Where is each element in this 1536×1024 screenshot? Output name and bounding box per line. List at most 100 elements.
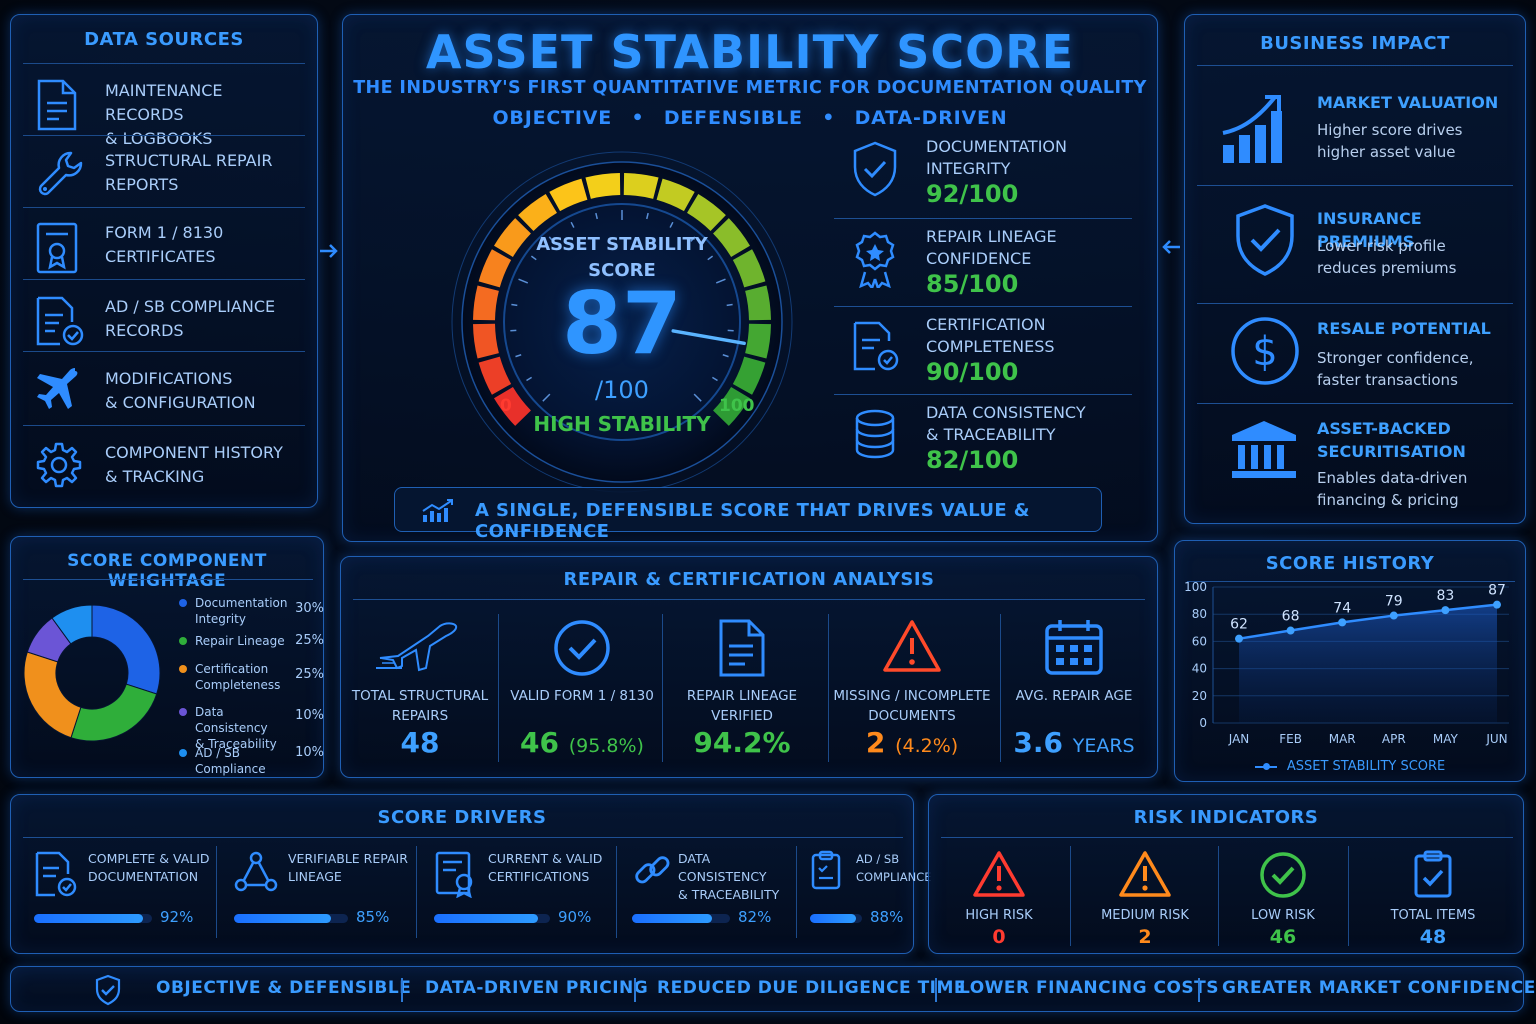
gauge-segment xyxy=(623,173,659,199)
analysis-value: 46 xyxy=(520,726,560,759)
footer-item: LOWER FINANCING COSTS xyxy=(959,978,1220,998)
data-point xyxy=(1389,611,1398,620)
legend-swatch xyxy=(179,599,187,607)
gauge-tick xyxy=(707,255,714,261)
analysis-title: REPAIR & CERTIFICATION ANALYSIS xyxy=(563,569,935,590)
gauge-segment xyxy=(713,218,750,257)
divider xyxy=(416,846,417,938)
divider xyxy=(216,846,217,938)
risk-medium: MEDIUM RISK 2 xyxy=(1080,846,1210,950)
weightage-panel: SCORE COMPONENT WEIGHTAGE Documentation I… xyxy=(10,536,324,778)
divider xyxy=(23,135,305,136)
divider xyxy=(23,279,305,280)
y-tick-label: 100 xyxy=(1184,581,1207,594)
certificate-icon xyxy=(35,221,79,275)
risk-value: 0 xyxy=(992,926,1006,948)
shield-check-icon xyxy=(1233,203,1297,279)
divider xyxy=(1187,581,1515,582)
data-source-label: COMPONENT HISTORY xyxy=(105,443,283,462)
data-label: 74 xyxy=(1333,600,1351,616)
weightage-title: SCORE COMPONENT WEIGHTAGE xyxy=(67,551,267,591)
data-label: 87 xyxy=(1488,583,1506,599)
driver-label: DOCUMENTATION xyxy=(88,869,199,884)
data-point xyxy=(1493,600,1501,609)
data-source-item[interactable]: STRUCTURAL REPAIR REPORTS xyxy=(23,135,305,207)
driver-progress-bar xyxy=(810,914,862,923)
gauge-tick xyxy=(693,393,702,402)
link-icon xyxy=(632,850,672,890)
data-source-item[interactable]: FORM 1 / 8130 CERTIFICATES xyxy=(23,207,305,279)
metric-label: REPAIR LINEAGE xyxy=(926,227,1057,246)
driver-label: & TRACEABILITY xyxy=(678,887,780,902)
x-tick-label: FEB xyxy=(1279,732,1302,746)
metric-label: DATA CONSISTENCY xyxy=(926,403,1086,422)
driver-pct: 88% xyxy=(870,908,904,926)
gauge-segment xyxy=(549,178,588,212)
gauge-segment xyxy=(656,178,695,212)
chart-legend: ASSET STABILITY SCORE xyxy=(1175,759,1525,774)
tag-data-driven: DATA-DRIVEN xyxy=(854,107,1008,129)
divider xyxy=(935,978,937,1002)
legend-label: Data Consistency xyxy=(195,705,268,735)
analysis-extra: (95.8%) xyxy=(568,735,644,757)
driver-label: COMPLETE & VALID xyxy=(88,851,210,866)
donut-slice xyxy=(23,651,82,739)
donut-slice xyxy=(70,683,158,742)
legend-label: AD / SB Compliance xyxy=(195,746,266,776)
divider xyxy=(498,614,499,762)
data-point xyxy=(1286,626,1295,635)
driver-progress-fill xyxy=(234,914,331,923)
divider xyxy=(828,614,829,762)
data-source-item[interactable]: COMPONENT HISTORY & TRACKING xyxy=(23,427,305,499)
gauge-min-tick: 0 xyxy=(500,396,512,416)
growth-chart-icon xyxy=(1219,89,1295,165)
divider xyxy=(834,394,1132,395)
certificate-doc-icon xyxy=(850,318,900,376)
legend-label: Completeness xyxy=(195,678,281,692)
analysis-label: DOCUMENTS xyxy=(868,708,956,724)
risk-indicators-title: RISK INDICATORS xyxy=(1133,807,1319,828)
data-source-label: MODIFICATIONS xyxy=(105,369,233,388)
score-history-title: SCORE HISTORY xyxy=(1265,553,1435,574)
divider xyxy=(1000,614,1001,762)
score-gauge: ASSET STABILITY SCORE 87 /100 HIGH STABI… xyxy=(450,150,794,494)
page-subtitle: THE INDUSTRY'S FIRST QUANTITATIVE METRIC… xyxy=(353,78,1147,98)
impact-desc: Higher score drives xyxy=(1317,121,1463,139)
analysis-panel: REPAIR & CERTIFICATION ANALYSIS xyxy=(340,556,1158,778)
donut-slice xyxy=(91,604,161,695)
trend-chart-icon xyxy=(421,499,455,527)
analysis-label: TOTAL STRUCTURAL xyxy=(351,688,489,704)
divider xyxy=(1070,846,1071,946)
driver-progress-fill xyxy=(34,914,143,923)
driver-progress-bar xyxy=(632,914,730,923)
analysis-avg-age: AVG. REPAIR AGE 3.6 YEARS xyxy=(994,612,1154,764)
data-source-item[interactable]: AD / SB COMPLIANCE RECORDS xyxy=(23,281,305,353)
x-tick-label: MAY xyxy=(1433,732,1459,746)
analysis-extra: (4.2%) xyxy=(895,735,959,757)
risk-label: TOTAL ITEMS xyxy=(1390,908,1476,923)
divider xyxy=(834,218,1132,219)
legend-label: Certification xyxy=(195,662,269,676)
legend-label: Integrity xyxy=(195,612,246,626)
driver-label: COMPLIANCE xyxy=(856,870,932,884)
calendar-icon xyxy=(1044,618,1104,676)
document-check-icon xyxy=(34,850,78,898)
legend-swatch xyxy=(179,708,187,716)
score-history-panel: SCORE HISTORY 0 20 40 60 80 100 62 68 74 79 83 87 JA… xyxy=(1174,540,1526,782)
gauge-segment xyxy=(478,356,512,395)
analysis-lineage-verified: REPAIR LINEAGE VERIFIED 94.2% xyxy=(662,612,822,764)
gauge-segment xyxy=(713,387,750,426)
warning-red-icon xyxy=(972,850,1026,898)
data-source-label: MAINTENANCE RECORDS xyxy=(105,81,223,124)
warning-icon xyxy=(882,618,942,674)
divider xyxy=(23,207,305,208)
gauge-tick xyxy=(690,236,696,242)
metric-value: 82/100 xyxy=(926,446,1019,474)
data-source-item[interactable]: MODIFICATIONS & CONFIGURATION xyxy=(23,353,305,425)
data-source-item[interactable]: MAINTENANCE RECORDS & LOGBOOKS xyxy=(23,65,305,148)
risk-label: MEDIUM RISK xyxy=(1101,908,1189,923)
analysis-total-repairs: TOTAL STRUCTURAL REPAIRS 48 xyxy=(340,612,500,764)
driver-label: LINEAGE xyxy=(288,869,342,884)
impact-title: SECURITISATION xyxy=(1317,442,1466,461)
risk-value: 2 xyxy=(1138,926,1152,948)
